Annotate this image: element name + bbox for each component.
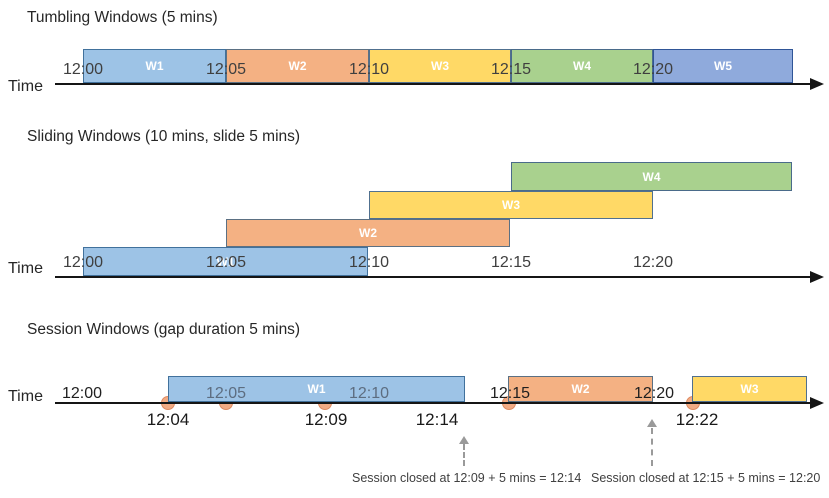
tumbling-window-w5: W5 — [653, 49, 793, 83]
tumbling-window-w3: W3 — [369, 49, 511, 83]
tumbling-window-label-w4: W4 — [573, 59, 591, 73]
sliding-tick-1210: 12:10 — [348, 254, 390, 271]
session-close-arrow-line-0 — [463, 444, 465, 466]
sliding-tick-1205: 12:05 — [205, 254, 247, 271]
sliding-window-w2: W2 — [226, 219, 510, 247]
sliding-tick-1215: 12:15 — [490, 254, 532, 271]
session-event-time-1204: 12:04 — [146, 410, 190, 429]
tumbling-time-axis-label: Time — [8, 78, 43, 95]
sliding-window-label-w2: W2 — [359, 226, 377, 240]
sliding-time-axis-arrowhead — [810, 271, 824, 283]
session-tick-1215: 12:15 — [489, 385, 531, 402]
tumbling-window-label-w2: W2 — [288, 59, 307, 73]
session-close-arrow-head-0 — [459, 436, 469, 444]
sliding-window-label-w1: W1 — [216, 254, 235, 269]
tumbling-window-label-w3: W3 — [431, 59, 449, 73]
sliding-time-axis-label: Time — [8, 260, 43, 277]
sliding-window-label-w3: W3 — [502, 198, 520, 212]
sliding-section-title: Sliding Windows (10 mins, slide 5 mins) — [27, 128, 301, 145]
tumbling-tick-1220: 12:20 — [632, 61, 674, 78]
session-close-caption-1: Session closed at 12:15 + 5 mins = 12:20 — [591, 471, 821, 485]
tumbling-window-w2: W2 — [226, 49, 369, 83]
session-time-axis-arrowhead — [810, 397, 824, 409]
tumbling-window-w1: W1 — [83, 49, 226, 83]
tumbling-window-w4: W4 — [511, 49, 653, 83]
sliding-tick-1200: 12:00 — [62, 254, 104, 271]
session-event-time-1209: 12:09 — [304, 410, 348, 429]
session-window-label-w3: W3 — [740, 382, 759, 396]
tumbling-tick-1200: 12:00 — [62, 61, 104, 78]
session-tick-1210: 12:10 — [348, 385, 390, 402]
session-close-caption-0: Session closed at 12:09 + 5 mins = 12:14 — [352, 471, 582, 485]
session-close-arrow-line-1 — [651, 428, 653, 466]
session-event-time-1222: 12:22 — [675, 410, 719, 429]
sliding-tick-1220: 12:20 — [632, 254, 674, 271]
session-tick-1220: 12:20 — [633, 385, 675, 402]
tumbling-tick-1205: 12:05 — [205, 61, 247, 78]
session-section-title: Session Windows (gap duration 5 mins) — [27, 321, 301, 338]
sliding-window-label-w4: W4 — [642, 169, 661, 184]
session-close-arrow-head-1 — [647, 419, 657, 427]
session-window-w2: W2 — [508, 376, 653, 402]
sliding-window-w1: W1 — [83, 247, 368, 276]
session-window-label-w2: W2 — [571, 382, 590, 396]
session-tick-1205: 12:05 — [205, 385, 247, 402]
tumbling-tick-1215: 12:15 — [490, 61, 532, 78]
tumbling-section-title: Tumbling Windows (5 mins) — [27, 9, 218, 26]
session-time-axis-line — [55, 402, 812, 404]
session-tick-1200: 12:00 — [61, 385, 103, 402]
tumbling-time-axis-arrowhead — [810, 78, 824, 90]
session-time-axis-label: Time — [8, 388, 43, 405]
sliding-time-axis-line — [55, 276, 812, 278]
tumbling-window-label-w5: W5 — [714, 59, 732, 73]
session-event-time-1214: 12:14 — [415, 410, 459, 429]
sliding-window-w3: W3 — [369, 191, 653, 219]
sliding-window-w4: W4 — [511, 162, 792, 191]
session-window-label-w1: W1 — [307, 382, 326, 396]
tumbling-window-label-w1: W1 — [145, 59, 164, 73]
session-window-w1: W1 — [168, 376, 465, 402]
session-window-w3: W3 — [692, 376, 807, 402]
tumbling-time-axis-line — [55, 83, 812, 85]
tumbling-tick-1210: 12:10 — [348, 61, 390, 78]
